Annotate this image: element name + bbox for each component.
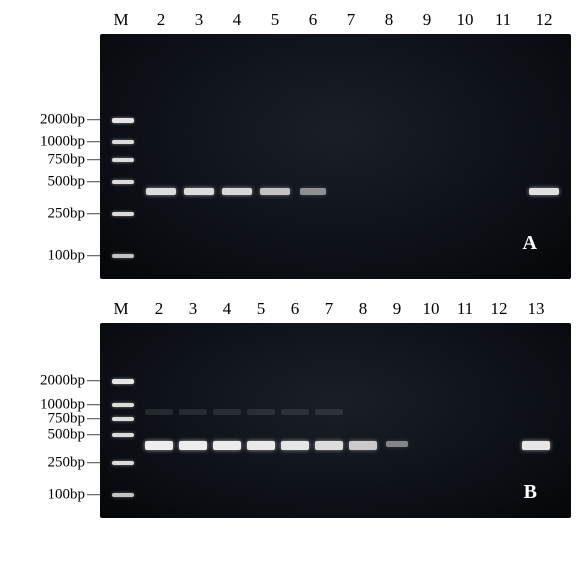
sample-band — [529, 188, 559, 195]
sample-band — [179, 441, 207, 450]
ladder-band — [112, 379, 134, 384]
lane-label: 9 — [380, 299, 414, 319]
faint-band — [145, 409, 173, 415]
sample-band — [522, 441, 550, 450]
panel-b-ladder-labels: 2000bp1000bp750bp500bp250bp100bp — [10, 323, 100, 518]
ladder-band — [112, 461, 134, 465]
sample-band — [281, 441, 309, 450]
ladder-band — [112, 433, 134, 437]
panel-a-gel-image: A — [100, 34, 571, 279]
lane-label: 8 — [346, 299, 380, 319]
sample-band — [184, 188, 214, 195]
sample-band — [386, 441, 408, 447]
ladder-band — [112, 140, 134, 144]
lane-label: 4 — [210, 299, 244, 319]
faint-band — [281, 409, 309, 415]
ladder-band — [112, 254, 134, 258]
lane-label: 12 — [522, 10, 566, 30]
faint-band — [213, 409, 241, 415]
ladder-band — [112, 118, 134, 123]
lane-label: 10 — [446, 10, 484, 30]
panel-a-ladder-labels: 2000bp 1000bp750bp 500bp 250bp 100bp — [10, 34, 100, 279]
ladder-band — [112, 417, 134, 421]
ladder-label: 750bp — [48, 411, 101, 428]
ladder-label: 250bp — [48, 455, 101, 472]
panel-b-gel-area: 2000bp1000bp750bp500bp250bp100bp B — [10, 323, 571, 518]
lane-label: 11 — [484, 10, 522, 30]
panel-a-lane-labels: M23456789101112 — [100, 10, 571, 30]
ladder-label: 100bp — [48, 248, 101, 265]
faint-band — [247, 409, 275, 415]
sample-band — [349, 441, 377, 450]
panel-b: M2345678910111213 2000bp1000bp750bp500bp… — [10, 299, 571, 518]
sample-band — [300, 188, 326, 195]
ladder-band — [112, 158, 134, 162]
panel-a: M23456789101112 2000bp1000bp750bp500bp25… — [10, 10, 571, 279]
lane-label: 4 — [218, 10, 256, 30]
lane-label: M — [100, 299, 142, 319]
lane-label: 5 — [244, 299, 278, 319]
sample-band — [145, 441, 173, 450]
ladder-band — [112, 212, 134, 216]
sample-band — [222, 188, 252, 195]
lane-label: 13 — [516, 299, 556, 319]
panel-b-gel-image: B — [100, 323, 571, 518]
faint-band — [179, 409, 207, 415]
ladder-band — [112, 403, 134, 407]
panel-b-lane-labels: M2345678910111213 — [100, 299, 571, 319]
sample-band — [213, 441, 241, 450]
ladder-label: 1000bp — [40, 134, 100, 151]
lane-label: 3 — [180, 10, 218, 30]
panel-b-letter: B — [524, 481, 537, 504]
lane-label: 8 — [370, 10, 408, 30]
lane-label: 11 — [448, 299, 482, 319]
lane-label: 7 — [312, 299, 346, 319]
lane-label: 2 — [142, 299, 176, 319]
sample-band — [146, 188, 176, 195]
lane-label: M — [100, 10, 142, 30]
ladder-label: 100bp — [48, 487, 101, 504]
ladder-band — [112, 493, 134, 497]
lane-label: 12 — [482, 299, 516, 319]
ladder-label: 500bp — [48, 427, 101, 444]
ladder-band — [112, 180, 134, 184]
lane-label: 5 — [256, 10, 294, 30]
ladder-label: 2000bp — [40, 112, 100, 129]
panel-a-gel-area: 2000bp 1000bp750bp 500bp 250bp 100bp A — [10, 34, 571, 279]
ladder-label: 2000bp — [40, 373, 100, 390]
panel-a-letter: A — [523, 232, 537, 255]
lane-label: 2 — [142, 10, 180, 30]
lane-label: 9 — [408, 10, 446, 30]
lane-label: 6 — [278, 299, 312, 319]
lane-label: 10 — [414, 299, 448, 319]
ladder-label: 750bp — [48, 152, 101, 169]
faint-band — [315, 409, 343, 415]
lane-label: 7 — [332, 10, 370, 30]
lane-label: 6 — [294, 10, 332, 30]
lane-label: 3 — [176, 299, 210, 319]
sample-band — [315, 441, 343, 450]
sample-band — [260, 188, 290, 195]
ladder-label: 250bp — [48, 206, 101, 223]
sample-band — [247, 441, 275, 450]
ladder-label: 500bp — [48, 174, 101, 191]
